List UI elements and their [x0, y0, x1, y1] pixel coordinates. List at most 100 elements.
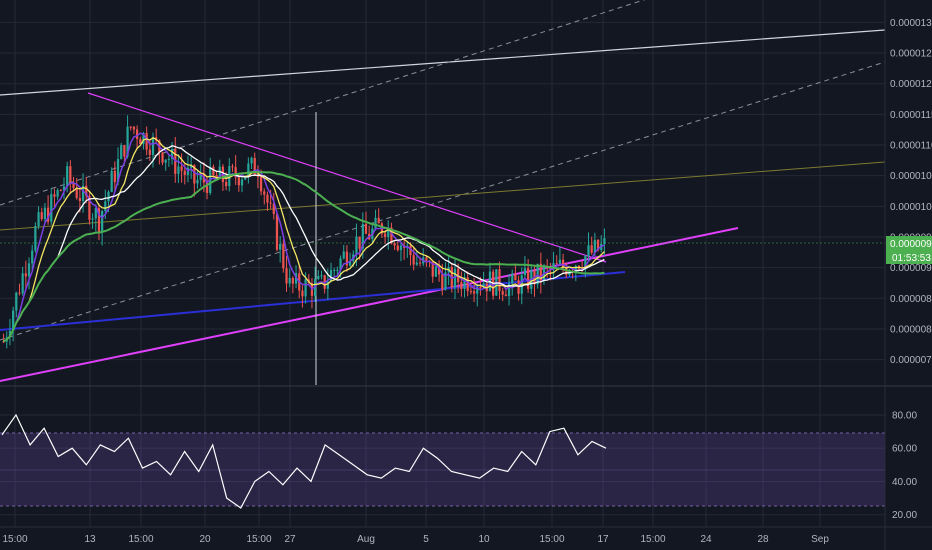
- time-tick-label: Sep: [811, 534, 829, 545]
- candle-body: [301, 290, 304, 297]
- candle-body: [31, 250, 34, 264]
- candle-body: [282, 243, 285, 269]
- countdown-badge: 01:53:53: [886, 250, 932, 264]
- candle-body: [329, 270, 333, 282]
- candle-body: [247, 163, 250, 177]
- candle-body: [85, 185, 88, 196]
- time-tick-label: 5: [423, 534, 429, 545]
- candle-body: [190, 165, 193, 168]
- candle-body: [415, 262, 418, 265]
- candle-body: [193, 165, 196, 184]
- candle-body: [561, 259, 565, 268]
- candle-body: [342, 251, 345, 259]
- candle-body: [348, 261, 352, 266]
- candle-body: [34, 226, 37, 251]
- candle-body: [142, 133, 145, 145]
- candle-body: [418, 262, 422, 264]
- dashed-channel-upper[interactable]: [0, 0, 650, 206]
- candle-body: [596, 239, 600, 250]
- candle-body: [504, 294, 507, 297]
- last-price-badge: 0.00000938: [886, 236, 932, 250]
- candle-body: [383, 233, 387, 237]
- time-tick-label: 15:00: [2, 534, 27, 545]
- candle-body: [339, 258, 342, 270]
- price-tick-label: 0.00001100: [890, 141, 932, 152]
- candle-body: [120, 145, 123, 159]
- candle-body: [425, 257, 428, 261]
- candle-body: [88, 195, 91, 220]
- time-axis-labels: 15:00 13 15:00 20 15:00 27 Aug 5 10 15:00 17 15:00 2…: [2, 534, 829, 545]
- magenta-ascending-trendline[interactable]: [0, 227, 739, 382]
- dashed-channel-mid[interactable]: [0, 61, 886, 341]
- candle-body: [507, 283, 511, 297]
- candle-body: [225, 182, 228, 187]
- candle-body: [218, 166, 221, 179]
- candle-body: [441, 274, 444, 290]
- candle-body: [78, 197, 81, 202]
- candle-body: [393, 243, 396, 246]
- candle-body: [215, 175, 218, 179]
- candle-body: [132, 126, 136, 130]
- candle-body: [116, 158, 120, 183]
- candle-body: [148, 149, 151, 155]
- candle-body: [511, 273, 514, 284]
- candle-body: [390, 227, 393, 244]
- candle-body: [129, 126, 132, 128]
- candle-body: [69, 166, 72, 183]
- candle-body: [387, 227, 390, 237]
- candle-body: [50, 194, 53, 222]
- candle-body: [139, 138, 142, 145]
- candle-body: [320, 275, 323, 277]
- ma-slow-line: [3, 145, 605, 343]
- rsi-tick-label: 60.00: [892, 444, 917, 455]
- candle-body: [135, 129, 139, 139]
- candle-body: [256, 175, 260, 177]
- candle-body: [304, 279, 307, 297]
- candle-body: [234, 167, 237, 178]
- moving-average-lines: [3, 132, 605, 343]
- candle-body: [94, 208, 97, 219]
- candle-body: [183, 170, 186, 175]
- rsi-tick-label: 80.00: [892, 410, 917, 421]
- rsi-tick-label: 40.00: [892, 477, 917, 488]
- candle-body: [466, 277, 469, 292]
- price-tick-label: 0.00000800: [890, 324, 932, 335]
- candle-body: [361, 223, 364, 249]
- rsi-tick-label: 20.00: [892, 510, 917, 521]
- candle-body: [40, 212, 43, 220]
- candle-body: [170, 149, 174, 159]
- candle-body: [199, 174, 202, 180]
- candle-body: [377, 217, 380, 224]
- candle-body: [476, 286, 479, 294]
- trendlines[interactable]: [0, 0, 886, 385]
- candle-body: [161, 152, 164, 163]
- upper-white-trendline[interactable]: [0, 29, 886, 96]
- time-tick-label: 15:00: [246, 534, 271, 545]
- candle-body: [259, 176, 263, 192]
- candle-body: [536, 263, 539, 285]
- candle-body: [453, 268, 457, 288]
- candle-body: [555, 263, 558, 265]
- candle-body: [272, 203, 275, 214]
- price-tick-label: 0.00001250: [890, 49, 932, 60]
- candle-body: [431, 261, 434, 277]
- candle-body: [27, 263, 31, 277]
- magenta-descending-trendline[interactable]: [87, 92, 607, 263]
- price-tick-label: 0.00000850: [890, 294, 932, 305]
- candle-body: [12, 310, 15, 331]
- candle-body: [18, 292, 21, 294]
- olive-horizontal-trendline[interactable]: [0, 161, 886, 231]
- candle-body: [8, 330, 12, 338]
- candle-body: [333, 269, 336, 271]
- price-tick-label: 0.00000750: [890, 355, 932, 366]
- candle-body: [75, 188, 78, 198]
- candle-body: [374, 217, 377, 229]
- ma-long-line: [3, 170, 605, 343]
- candle-body: [72, 182, 75, 189]
- time-tick-label: 10: [478, 534, 490, 545]
- time-tick-label: 27: [284, 534, 296, 545]
- rsi-axis-labels: 80.00 60.00 40.00 20.00: [892, 410, 917, 521]
- time-tick-label: 15:00: [640, 534, 665, 545]
